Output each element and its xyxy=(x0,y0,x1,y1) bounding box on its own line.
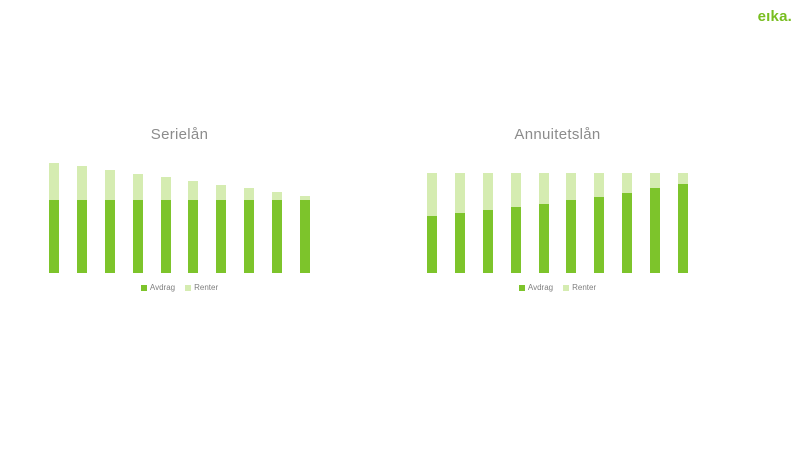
legend-item-avdrag: Avdrag xyxy=(518,283,554,292)
chart-serielan: Serielån Avdrag Renter xyxy=(49,0,310,310)
bar-term-3 xyxy=(482,173,493,273)
bar-segment-renter xyxy=(427,173,437,216)
bar-term-6 xyxy=(188,181,199,273)
bar-segment-renter xyxy=(132,173,143,200)
bar-term-9 xyxy=(650,173,660,273)
legend-swatch-avdrag xyxy=(140,284,147,291)
bar-segment-avdrag xyxy=(622,192,633,273)
legend-label-avdrag: Avdrag xyxy=(527,283,554,292)
bar-segment-avdrag xyxy=(49,199,59,273)
bar-term-7 xyxy=(216,184,227,273)
legend-label-renter: Renter xyxy=(194,283,219,292)
bar-term-5 xyxy=(538,173,549,273)
bar-segment-avdrag xyxy=(76,199,87,273)
bar-segment-renter xyxy=(566,173,577,201)
bar-term-5 xyxy=(160,177,171,273)
bar-segment-avdrag xyxy=(538,203,549,273)
bar-segment-renter xyxy=(49,162,59,200)
bar-term-7 xyxy=(594,173,605,273)
bar-segment-renter xyxy=(622,173,633,193)
bar-segment-renter xyxy=(104,170,115,200)
bar-segment-renter xyxy=(160,177,171,200)
bar-segment-avdrag xyxy=(104,199,115,273)
bar-segment-renter xyxy=(76,166,87,200)
legend-annuitetslan: Avdrag Renter xyxy=(427,283,688,292)
chart-title-annuitetslan: Annuitetslån xyxy=(514,126,601,143)
chart-title-serielan: Serielån xyxy=(150,126,209,143)
legend-item-renter: Renter xyxy=(185,283,218,292)
bar-segment-renter xyxy=(510,173,521,207)
chart-annuitetslan: Annuitetslån Avdrag Renter xyxy=(427,0,688,310)
bar-segment-avdrag xyxy=(244,199,255,273)
bar-term-4 xyxy=(510,173,521,273)
bar-term-6 xyxy=(566,173,577,273)
bar-term-9 xyxy=(272,192,282,273)
bar-segment-avdrag xyxy=(594,196,605,273)
legend-serielan: Avdrag Renter xyxy=(49,283,310,292)
bar-segment-renter xyxy=(216,184,227,200)
bar-segment-avdrag xyxy=(510,206,521,273)
legend-label-renter: Renter xyxy=(572,283,597,292)
bar-term-10 xyxy=(299,195,310,273)
bar-segment-renter xyxy=(650,173,660,189)
eika-logo: eıka. xyxy=(757,8,792,25)
bar-segment-renter xyxy=(454,173,465,213)
bar-segment-avdrag xyxy=(482,209,493,273)
bar-term-8 xyxy=(622,173,633,273)
bar-term-10 xyxy=(677,173,688,273)
bar-term-3 xyxy=(104,170,115,273)
bar-term-2 xyxy=(76,166,87,273)
bar-segment-avdrag xyxy=(160,199,171,273)
bar-segment-renter xyxy=(677,173,688,185)
bar-segment-avdrag xyxy=(299,199,310,273)
bar-segment-avdrag xyxy=(677,184,688,273)
bar-segment-renter xyxy=(594,173,605,197)
bar-segment-avdrag xyxy=(188,199,199,273)
bar-term-2 xyxy=(454,173,465,273)
legend-label-avdrag: Avdrag xyxy=(149,283,176,292)
legend-swatch-renter xyxy=(185,284,192,291)
legend-swatch-avdrag xyxy=(518,284,525,291)
legend-swatch-renter xyxy=(563,284,570,291)
bar-plot-annuitetslan xyxy=(427,162,688,273)
bar-segment-avdrag xyxy=(132,199,143,273)
bar-segment-avdrag xyxy=(454,212,465,273)
bar-term-1 xyxy=(427,173,437,273)
bar-segment-avdrag xyxy=(566,200,577,273)
bar-term-8 xyxy=(244,188,255,273)
bar-segment-renter xyxy=(188,181,199,200)
bar-segment-avdrag xyxy=(272,199,282,273)
bar-segment-renter xyxy=(482,173,493,210)
bar-segment-avdrag xyxy=(427,215,437,273)
bar-term-4 xyxy=(132,173,143,273)
bar-segment-avdrag xyxy=(216,199,227,273)
bar-segment-renter xyxy=(299,195,310,200)
bar-segment-renter xyxy=(272,192,282,200)
legend-item-avdrag: Avdrag xyxy=(140,283,176,292)
bar-term-1 xyxy=(49,162,59,273)
bar-plot-serielan xyxy=(49,162,310,273)
bar-segment-renter xyxy=(244,188,255,200)
bar-segment-renter xyxy=(538,173,549,204)
bar-segment-avdrag xyxy=(650,188,660,273)
legend-item-renter: Renter xyxy=(563,283,596,292)
